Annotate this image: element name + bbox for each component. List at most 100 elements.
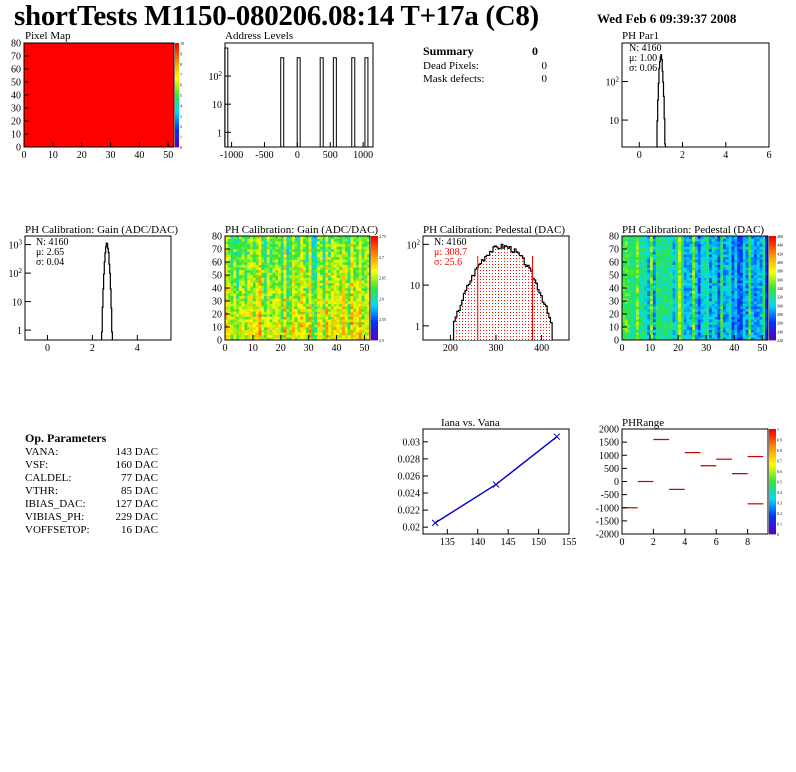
heatmap-cell [622, 332, 626, 336]
heatmap-cell [358, 295, 362, 299]
stat-line: σ: 0.06 [629, 63, 657, 74]
heatmap-cell [272, 259, 276, 263]
heatmap-cell [289, 324, 293, 328]
colorbar-cell [769, 450, 776, 453]
heatmap-cell [311, 275, 315, 278]
y-tick-label: 70 [11, 52, 21, 63]
heatmap-cell [266, 282, 270, 286]
heatmap-cell [238, 332, 243, 336]
heatmap-cell [342, 298, 346, 302]
heatmap-cell [277, 259, 282, 263]
heatmap-cell [283, 301, 287, 304]
heatmap-cell [230, 269, 234, 273]
heatmap-cell [711, 254, 715, 258]
heatmap-cell [644, 303, 648, 307]
heatmap-cell [311, 264, 315, 268]
colorbar-cell [769, 504, 776, 508]
heatmap-cell [255, 316, 259, 320]
heatmap-cell [652, 334, 656, 338]
heatmap-cell [765, 272, 769, 276]
heatmap-cell [264, 275, 268, 278]
heatmap-cell [739, 269, 744, 273]
heatmap-cell [728, 290, 732, 294]
heatmap-cell [765, 282, 769, 286]
heatmap-cell [297, 238, 301, 242]
heatmap-cell [728, 316, 732, 320]
heatmap-cell [703, 329, 707, 333]
heatmap-cell [333, 246, 337, 250]
heatmap-cell [297, 241, 301, 245]
heatmap-cell [311, 236, 315, 239]
heatmap-cell [695, 246, 699, 250]
heatmap-cell [622, 329, 626, 333]
heatmap-cell [728, 267, 732, 271]
colorbar-cell [371, 269, 378, 272]
heatmap-cell [706, 238, 710, 242]
heatmap-cell [692, 295, 696, 299]
heatmap-cell [244, 327, 248, 330]
heatmap-cell [711, 241, 715, 245]
heatmap-cell [669, 246, 673, 250]
heatmap-cell [748, 290, 752, 294]
heatmap-cell [655, 272, 659, 276]
heatmap-cell [636, 249, 640, 252]
heatmap-cell [756, 262, 760, 265]
heatmap-cell [664, 298, 668, 302]
heatmap-cell [286, 306, 290, 310]
heatmap-cell [683, 285, 687, 289]
heatmap-cell [644, 277, 648, 281]
heatmap-cell [272, 316, 276, 320]
heatmap-cell [695, 314, 699, 317]
colorbar-cell [769, 529, 776, 533]
heatmap-cell [686, 295, 690, 299]
heatmap-cell [344, 280, 348, 284]
colorbar-cell [175, 138, 179, 142]
y-tick-label: 80 [609, 232, 619, 243]
heatmap-cell [358, 324, 362, 328]
heatmap-cell [322, 319, 326, 323]
heatmap-cell [652, 259, 656, 263]
heatmap-cell [664, 285, 668, 289]
heatmap-cell [233, 321, 237, 325]
heatmap-cell [748, 293, 752, 297]
heatmap-cell [286, 290, 290, 294]
heatmap-cell [636, 269, 640, 273]
heatmap-cell [622, 262, 626, 265]
heatmap-cell [353, 314, 357, 317]
heatmap-cell [725, 329, 729, 333]
heatmap-cell [709, 332, 713, 336]
heatmap-cell [655, 277, 659, 281]
heatmap-cell [661, 264, 665, 268]
heatmap-cell [636, 238, 640, 242]
colorbar-cell [175, 113, 179, 117]
dead-pixels-label: Dead Pixels: [423, 60, 479, 72]
histogram-fill [456, 311, 459, 340]
heatmap-cell [225, 264, 229, 268]
heatmap-cell [725, 251, 729, 255]
heatmap-cell [272, 288, 276, 291]
heatmap-cell [367, 262, 371, 265]
heatmap-cell [680, 301, 685, 304]
colorbar-cell [769, 525, 776, 529]
heatmap-cell [358, 329, 362, 333]
heatmap-cell [289, 259, 293, 263]
heatmap-cell [739, 329, 744, 333]
heatmap-cell [737, 295, 741, 299]
heatmap-cell [669, 316, 673, 320]
heatmap-cell [303, 316, 307, 320]
heatmap-cell [706, 275, 710, 278]
heatmap-cell [678, 269, 682, 273]
colorbar-cell [769, 494, 776, 497]
heatmap-cell [344, 288, 348, 291]
heatmap-cell [737, 306, 741, 310]
heatmap-cell [728, 308, 732, 312]
heatmap-cell [252, 298, 256, 302]
heatmap-cell [358, 303, 362, 307]
heatmap-cell [714, 282, 718, 286]
heatmap-cell [622, 254, 626, 258]
heatmap-cell [745, 321, 749, 325]
heatmap-cell [272, 321, 276, 325]
heatmap-cell [661, 282, 665, 286]
heatmap-cell [731, 334, 735, 338]
heatmap-cell [275, 236, 279, 239]
